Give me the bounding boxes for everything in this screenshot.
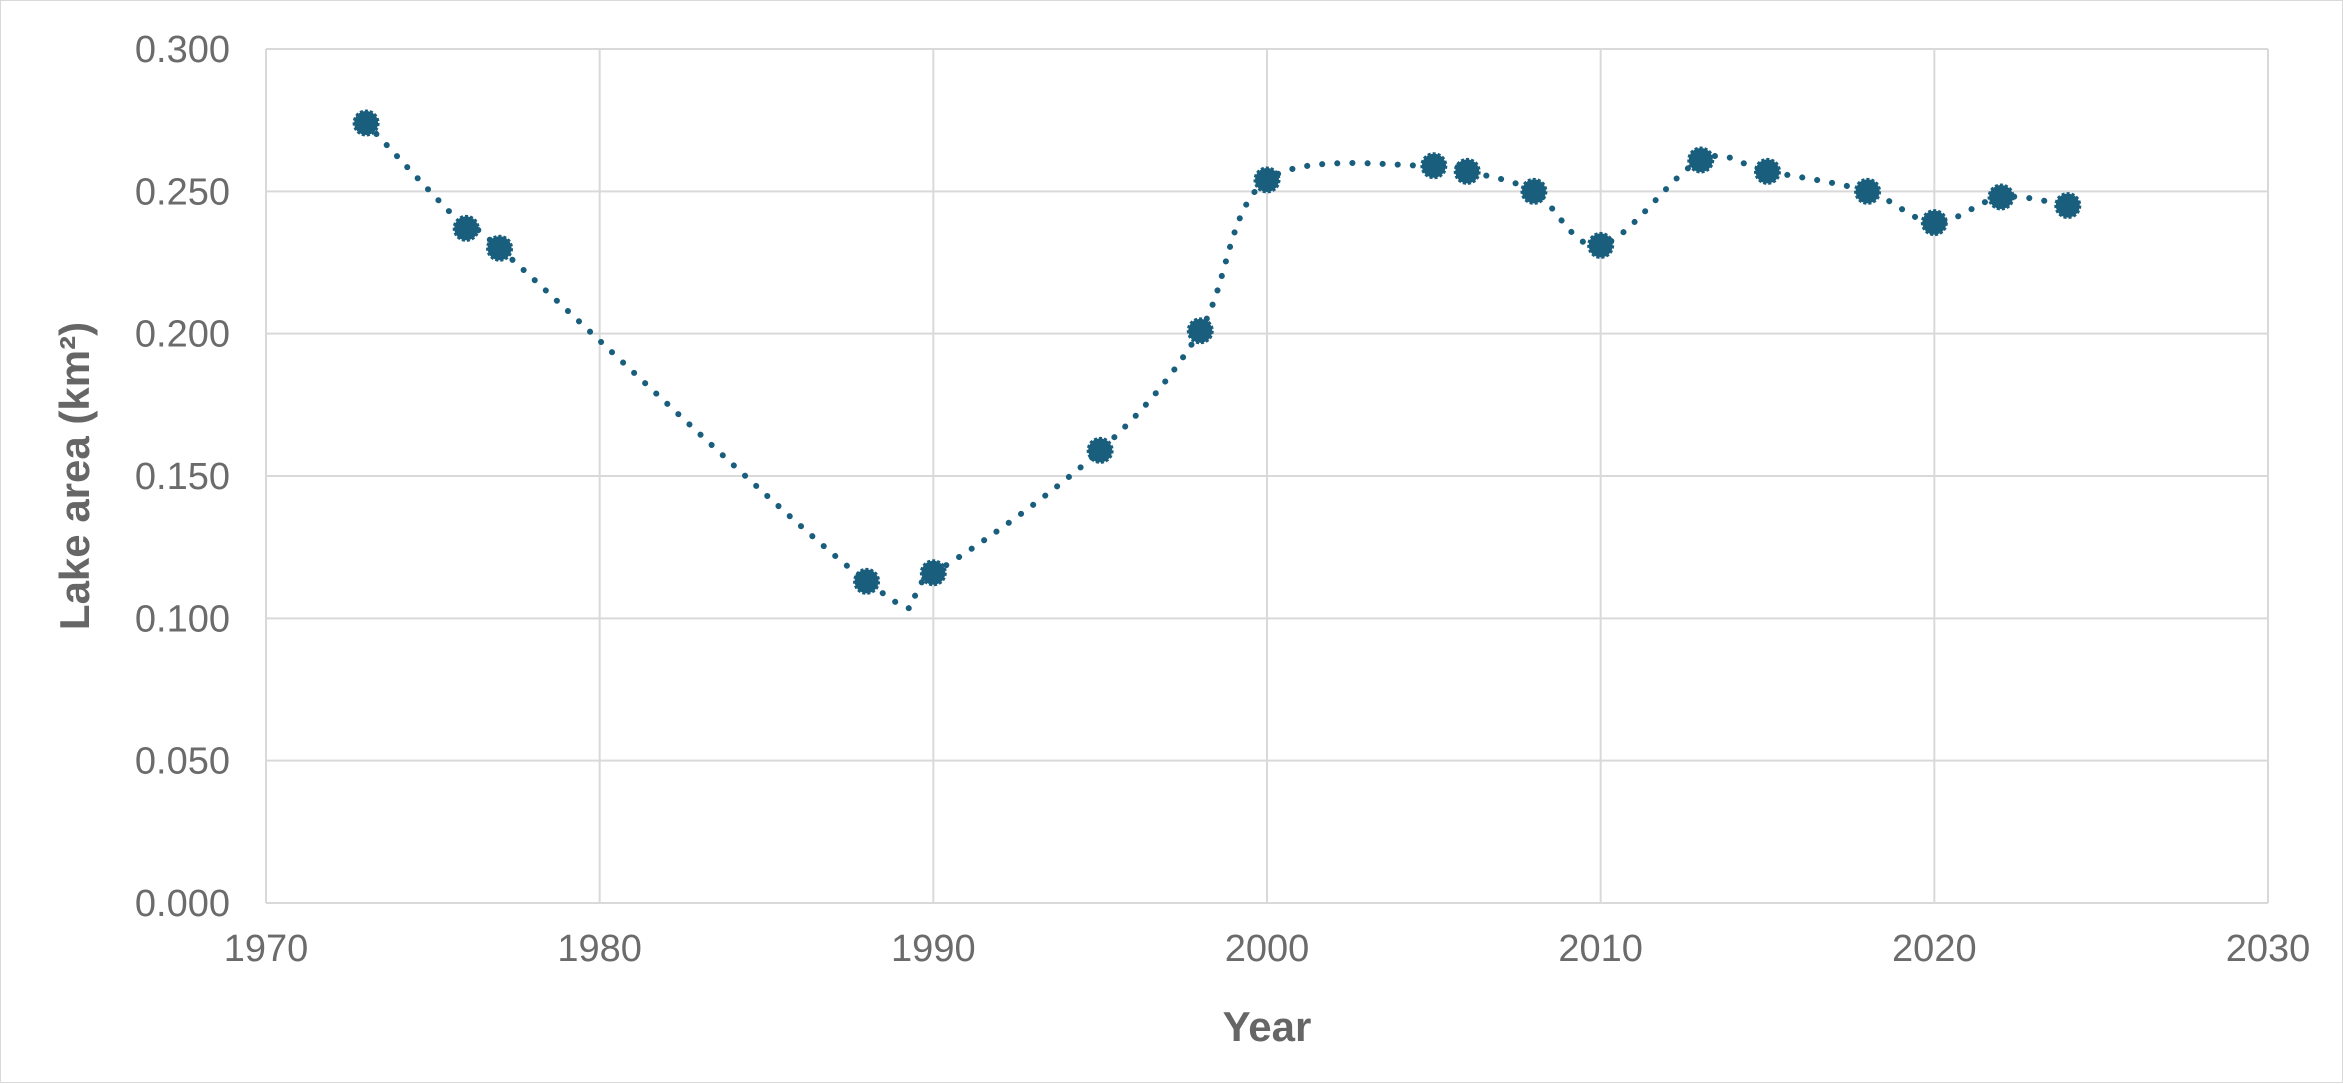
data-point-2008: [1520, 177, 1548, 205]
x-tick-label: 1990: [891, 928, 976, 970]
data-point-2022: [1987, 183, 2015, 211]
y-tick-label: 0.100: [135, 598, 230, 640]
data-point-2005: [1420, 152, 1448, 180]
series-line: [363, 120, 2071, 612]
data-point-1998: [1186, 317, 1214, 345]
data-point-2018: [1854, 177, 1882, 205]
y-tick-label: 0.200: [135, 314, 230, 356]
data-point-2013: [1687, 146, 1715, 174]
data-point-2000: [1253, 166, 1281, 194]
y-tick-label: 0.150: [135, 456, 230, 498]
data-point-2015: [1754, 157, 1781, 185]
x-tick-label: 1970: [224, 928, 309, 970]
data-point-2010: [1587, 231, 1615, 259]
y-tick-label: 0.250: [135, 171, 230, 213]
data-point-1990: [919, 559, 947, 587]
data-markers: [352, 109, 2082, 595]
y-axis-ticks: 0.000 0.050 0.100 0.150 0.200 0.250 0.300: [135, 29, 230, 925]
y-axis-title: Lake area (km²): [51, 322, 98, 630]
data-point-2020: [1920, 209, 1948, 237]
x-axis-title: Year: [1223, 1003, 1312, 1050]
x-tick-label: 2020: [1892, 928, 1977, 970]
data-point-1977: [486, 234, 514, 262]
data-point-1973: [352, 109, 380, 137]
data-point-1988: [853, 567, 881, 595]
x-tick-label: 2010: [1558, 928, 1643, 970]
y-tick-label: 0.000: [135, 883, 230, 925]
data-point-1995: [1086, 436, 1114, 464]
x-tick-label: 2030: [2226, 928, 2311, 970]
y-tick-label: 0.050: [135, 741, 230, 783]
data-point-2024: [2054, 192, 2082, 220]
y-tick-label: 0.300: [135, 29, 230, 71]
x-tick-label: 2000: [1225, 928, 1310, 970]
data-point-1976: [452, 214, 480, 242]
data-point-2006: [1453, 157, 1481, 185]
x-axis-ticks: 1970 1980 1990 2000 2010 2020 2030: [224, 928, 2311, 970]
x-tick-label: 1980: [557, 928, 642, 970]
